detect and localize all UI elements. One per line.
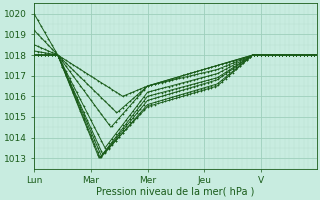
- X-axis label: Pression niveau de la mer( hPa ): Pression niveau de la mer( hPa ): [96, 187, 254, 197]
